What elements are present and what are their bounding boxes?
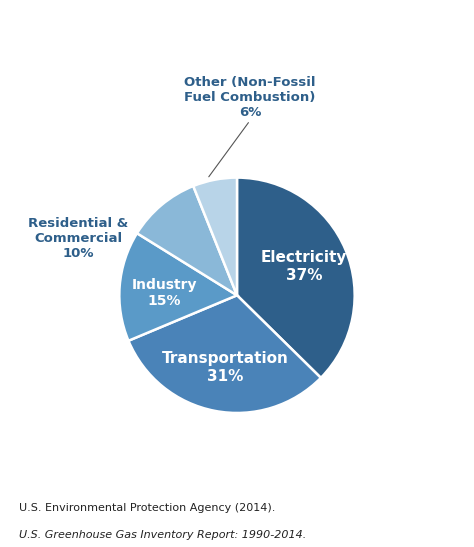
Wedge shape xyxy=(193,178,237,295)
Text: U.S. Greenhouse Gas Inventory Report: 1990-2014.: U.S. Greenhouse Gas Inventory Report: 19… xyxy=(19,530,306,540)
Wedge shape xyxy=(137,186,237,295)
Text: Transportation
31%: Transportation 31% xyxy=(162,351,289,383)
Text: U.S. Carbon Dioxide Emissions, By Source: U.S. Carbon Dioxide Emissions, By Source xyxy=(16,15,458,34)
Text: Electricity
37%: Electricity 37% xyxy=(261,250,347,282)
Text: Residential &
Commercial
10%: Residential & Commercial 10% xyxy=(28,217,128,260)
Wedge shape xyxy=(237,178,355,378)
Text: Industry
15%: Industry 15% xyxy=(131,278,197,308)
Text: U.S. Environmental Protection Agency (2014).: U.S. Environmental Protection Agency (20… xyxy=(19,503,275,513)
Wedge shape xyxy=(128,295,321,413)
Text: Other (Non-Fossil
Fuel Combustion)
6%: Other (Non-Fossil Fuel Combustion) 6% xyxy=(184,75,316,119)
Wedge shape xyxy=(119,233,237,341)
